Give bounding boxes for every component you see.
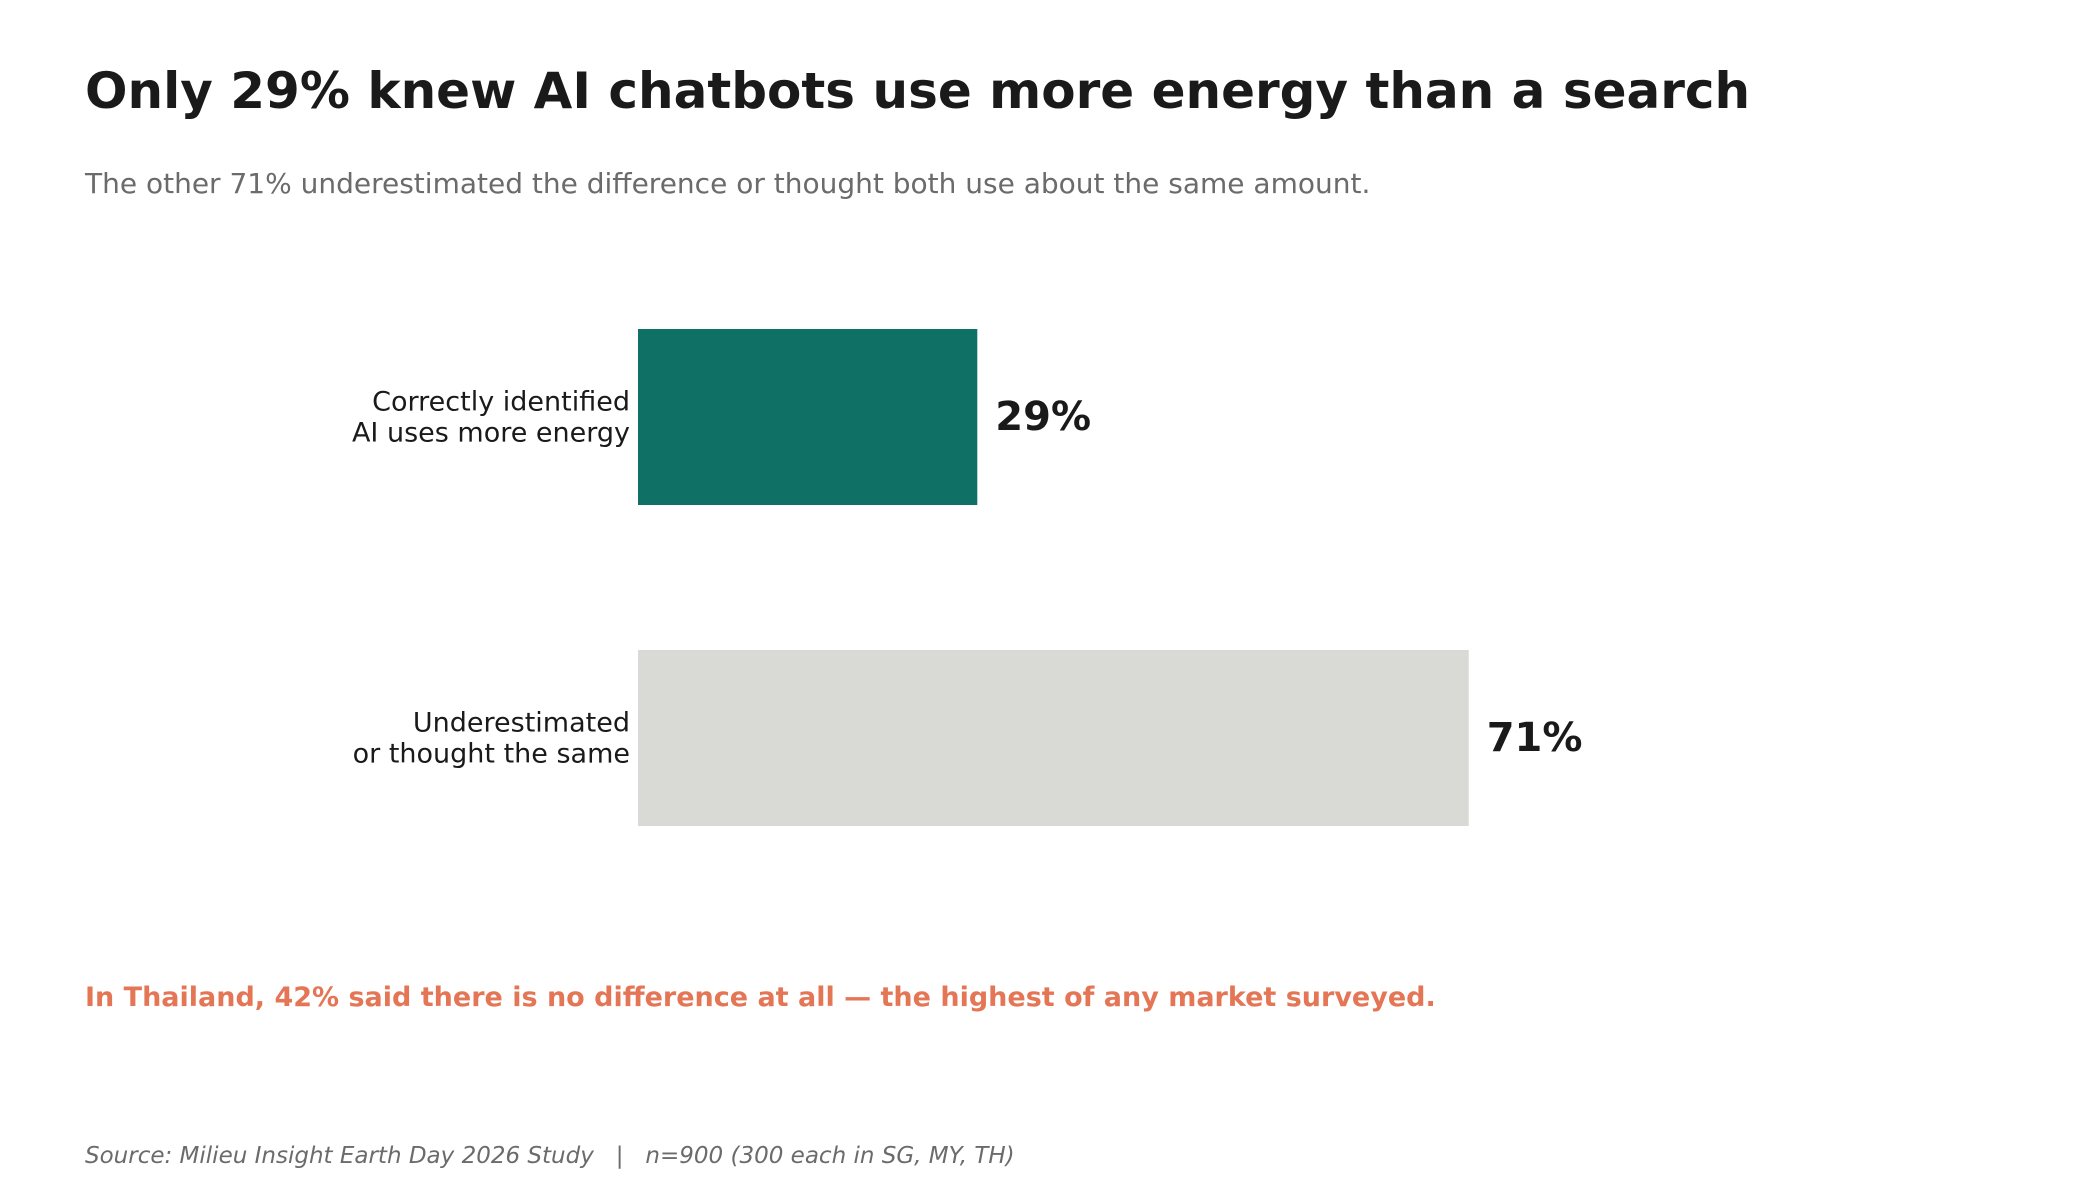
bar-2 (638, 650, 1469, 826)
bar-1 (638, 329, 978, 505)
value-label-2: 71% (1487, 715, 1583, 761)
callout-text: In Thailand, 42% said there is no differ… (85, 982, 1436, 1013)
category-label-line: AI uses more energy (352, 418, 630, 449)
category-label-line: or thought the same (353, 739, 630, 770)
category-label-line: Underestimated (413, 708, 630, 739)
chart-title: Only 29% knew AI chatbots use more energ… (85, 62, 1751, 120)
source-note: Source: Milieu Insight Earth Day 2026 St… (85, 1143, 1015, 1169)
value-label-1: 29% (995, 394, 1091, 440)
category-label-line: Correctly identified (372, 387, 630, 418)
category-label-2: Underestimated or thought the same (353, 708, 630, 770)
chart-subtitle: The other 71% underestimated the differe… (85, 167, 1371, 200)
category-label-1: Correctly identified AI uses more energy (352, 387, 630, 449)
